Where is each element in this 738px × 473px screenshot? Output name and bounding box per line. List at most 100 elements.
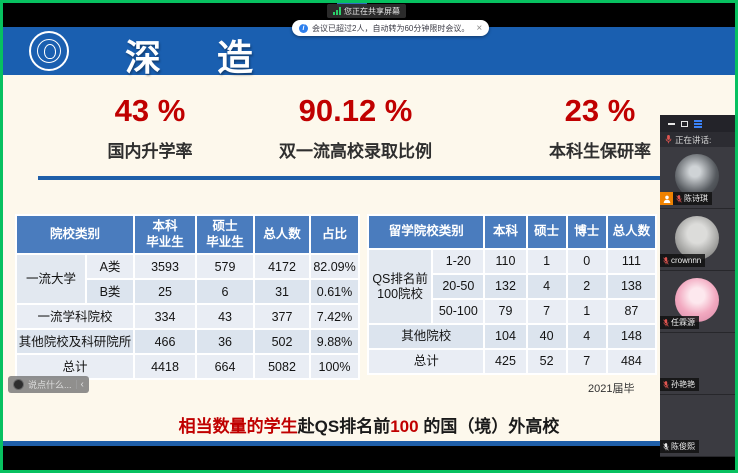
sentence-text: 赴QS排名前 — [297, 417, 391, 436]
stat-value: 23 % — [564, 93, 636, 128]
sharing-status-tooltip: 您正在共享屏幕 — [327, 4, 406, 18]
stat-label: 双一流高校录取比例 — [279, 142, 432, 161]
sentence-highlight: 相当数量的学生 — [178, 417, 298, 436]
avatar — [675, 278, 719, 322]
restore-icon[interactable] — [681, 120, 688, 127]
caption-input-widget[interactable]: 说点什么... ‹ — [8, 376, 89, 393]
participants-panel: 正在讲话: 陈诗琪 crownnn 任霖源 — [660, 115, 735, 457]
header-cell: 本科 毕业生 — [133, 213, 198, 256]
cell: 7.42% — [309, 303, 361, 331]
cell: 20-50 — [431, 273, 486, 300]
stat-double-first-class: 90.12 % 双一流高校录取比例 — [253, 93, 458, 162]
university-seal-logo — [29, 31, 69, 71]
header-cell: 占比 — [309, 213, 361, 256]
speaking-status-row: 正在讲话: — [660, 132, 735, 147]
cell: 2 — [565, 273, 608, 300]
cell: 3593 — [133, 253, 198, 281]
speaking-label: 正在讲话: — [675, 134, 712, 145]
avatar — [675, 154, 719, 198]
avatar — [675, 216, 719, 260]
participant-tile[interactable]: 陈诗琪 — [660, 147, 735, 209]
slide-bottom-bar — [3, 441, 735, 446]
mic-muted-icon — [663, 318, 669, 327]
toast-text: 会议已超过2人，自动转为60分钟限时会议。 — [312, 23, 470, 33]
participant-tile[interactable]: 陈俊熙 — [660, 395, 735, 457]
cell: 9.88% — [309, 328, 361, 356]
cell: 82.09% — [309, 253, 361, 281]
cell: 一流学科院校 — [14, 303, 136, 331]
emoji-icon[interactable] — [13, 379, 24, 390]
cell: 502 — [253, 328, 312, 356]
header-cell: 留学院校类别 — [366, 214, 486, 250]
cell: 总计 — [366, 348, 486, 375]
participant-tile[interactable]: crownnn — [660, 209, 735, 271]
overseas-schools-table: 留学院校类别 本科 硕士 博士 总人数 QS排名前100院校 1-20 110 … — [366, 214, 658, 375]
cell: 484 — [605, 348, 658, 375]
cell: 110 — [483, 248, 528, 275]
table-header-row: 留学院校类别 本科 硕士 博士 总人数 — [366, 214, 658, 250]
stat-recommendation-rate: 23 % 本科生保研率 — [495, 93, 705, 162]
table-row: 50-100 79 7 1 87 — [368, 298, 658, 325]
table-row: 一流学科院校 334 43 377 7.42% — [14, 303, 361, 331]
collapse-arrow-icon[interactable]: ‹ — [80, 378, 84, 390]
cell: 1 — [565, 298, 608, 325]
table-row: 20-50 132 4 2 138 — [368, 273, 658, 300]
cell: 579 — [195, 253, 256, 281]
caption-placeholder[interactable]: 说点什么... — [28, 380, 72, 390]
divider — [75, 380, 77, 389]
cell: 7 — [565, 348, 608, 375]
cell: 664 — [195, 353, 256, 381]
sentence-highlight: 100 — [390, 417, 419, 436]
active-speaker-badge — [660, 192, 673, 205]
meeting-limit-toast: 会议已超过2人，自动转为60分钟限时会议。 × — [292, 20, 490, 36]
domestic-schools-table: 院校类别 本科 毕业生 硕士 毕业生 总人数 占比 一流大学 A类 3593 5… — [14, 213, 361, 381]
cell: 52 — [525, 348, 568, 375]
cell: 1-20 — [431, 248, 486, 275]
cell: 4 — [525, 273, 568, 300]
cell: 36 — [195, 328, 256, 356]
cell: 0.61% — [309, 278, 361, 306]
cell: 111 — [605, 248, 658, 275]
participant-tile[interactable]: 任霖源 — [660, 271, 735, 333]
mic-muted-icon — [663, 380, 669, 389]
presentation-slide: 深 造 43 % 国内升学率 90.12 % 双一流高校录取比例 23 % 本科… — [3, 27, 735, 446]
cell: 377 — [253, 303, 312, 331]
cell: 4418 — [133, 353, 198, 381]
speaking-mic-icon — [665, 135, 672, 144]
participant-name: 任霖源 — [671, 318, 695, 327]
mic-muted-icon — [676, 194, 682, 203]
cell: 425 — [483, 348, 528, 375]
conclusion-sentence: 相当数量的学生赴QS排名前100 的国（境）外高校 — [3, 412, 735, 437]
participant-name: 陈诗琪 — [684, 194, 708, 203]
participant-name: crownnn — [671, 256, 702, 265]
cell: 其他院校 — [366, 323, 486, 350]
cell: 1 — [525, 248, 568, 275]
stat-label: 本科生保研率 — [549, 142, 651, 161]
table-total-row: 总计 425 52 7 484 — [366, 348, 658, 375]
name-tag: crownnn — [660, 254, 706, 267]
participant-name: 孙艳艳 — [671, 380, 695, 389]
participant-tile[interactable]: 孙艳艳 — [660, 333, 735, 395]
blue-divider — [38, 176, 735, 180]
cell: 7 — [525, 298, 568, 325]
table-header-row: 院校类别 本科 毕业生 硕士 毕业生 总人数 占比 — [14, 213, 361, 256]
stat-domestic-rate: 43 % 国内升学率 — [50, 93, 250, 162]
participant-name: 陈俊熙 — [671, 442, 695, 451]
cell: 104 — [483, 323, 528, 350]
sharing-status-text: 您正在共享屏幕 — [344, 6, 400, 16]
cell: 5082 — [253, 353, 312, 381]
stat-label: 国内升学率 — [107, 142, 193, 161]
cell: 31 — [253, 278, 312, 306]
list-view-icon[interactable] — [694, 119, 702, 128]
mic-muted-icon — [663, 256, 669, 265]
header-cell: 硕士 毕业生 — [195, 213, 256, 256]
cell: 50-100 — [431, 298, 486, 325]
name-tag: 陈诗琪 — [673, 192, 712, 205]
header-cell: 博士 — [565, 214, 608, 250]
minimize-icon[interactable] — [668, 122, 675, 125]
header-cell: 总人数 — [253, 213, 312, 256]
cell: 40 — [525, 323, 568, 350]
cell: 100% — [309, 353, 361, 381]
cell: 334 — [133, 303, 198, 331]
close-icon[interactable]: × — [476, 22, 483, 34]
